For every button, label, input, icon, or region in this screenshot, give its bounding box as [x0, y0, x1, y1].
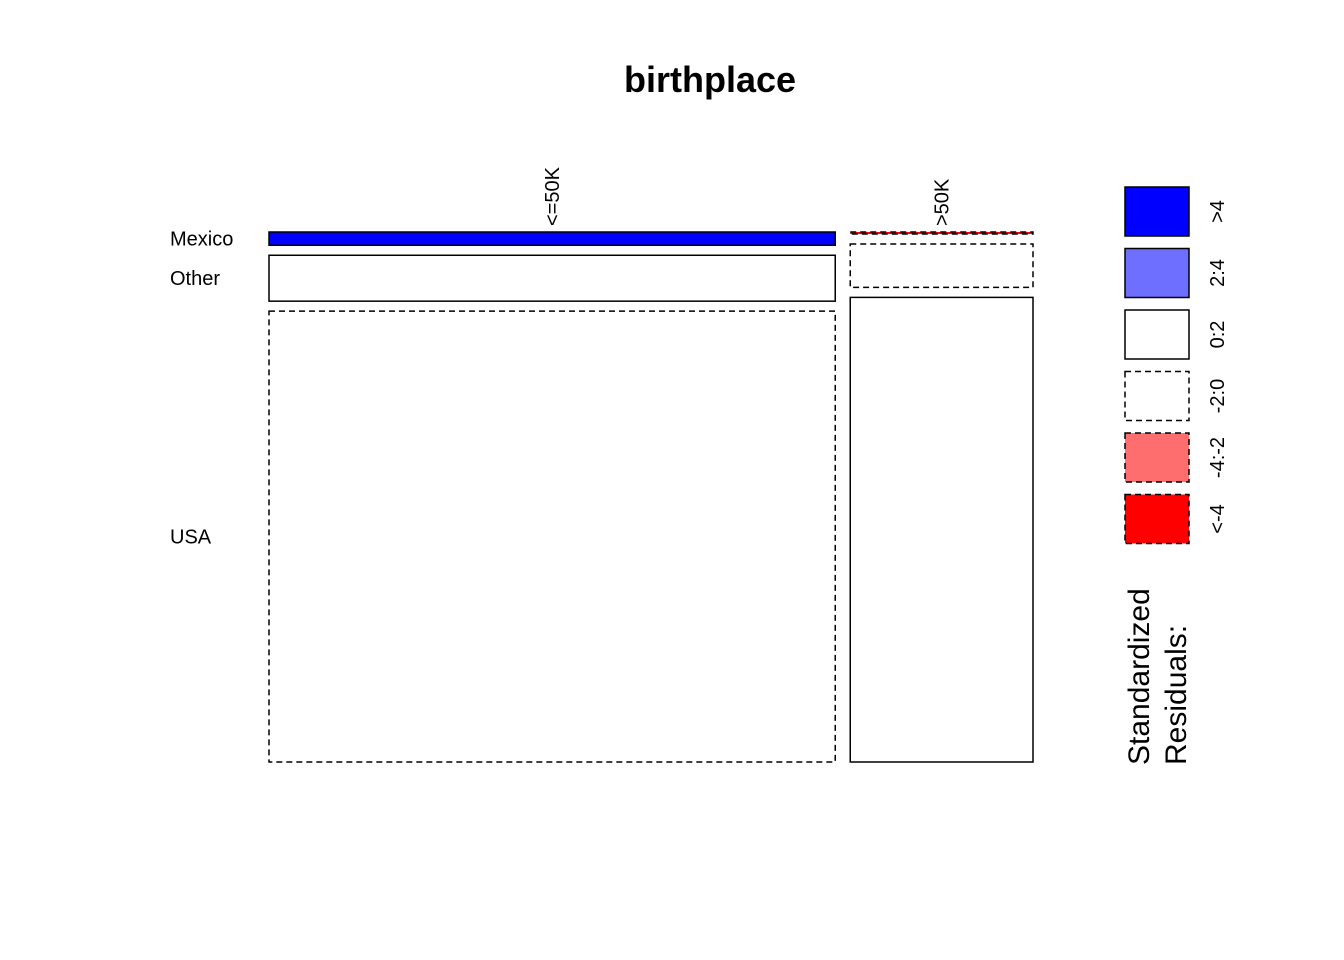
legend-key-5: [1124, 493, 1190, 545]
legend-title-line-1: Standardized: [1123, 588, 1156, 765]
legend-keys: >4 2:4 0:2 -2:0 -4:-2 <-4: [1124, 186, 1229, 545]
row-label-usa: USA: [170, 527, 212, 549]
tile-1-usa: [849, 296, 1034, 763]
legend-key-3: [1124, 370, 1190, 422]
column-label-50k: >50K: [932, 178, 954, 226]
row-labels: Mexico Other USA: [170, 229, 233, 549]
row-label-mexico: Mexico: [170, 229, 233, 251]
legend-key-2: [1124, 309, 1190, 360]
legend-title-line-2: Residuals:: [1160, 625, 1193, 765]
legend-label-3: -2:0: [1207, 379, 1229, 413]
column-labels: <=50K >50K: [542, 166, 954, 226]
legend: >4 2:4 0:2 -2:0 -4:-2 <-4 Standardized Residu…: [1123, 186, 1229, 765]
tile-0-mexico: [268, 231, 836, 247]
tile-0-usa: [268, 310, 836, 763]
legend-key-0: [1124, 186, 1190, 237]
legend-label-0: >4: [1207, 200, 1229, 223]
legend-label-1: 2:4: [1207, 259, 1229, 287]
tile-1-other: [849, 243, 1034, 289]
legend-label-4: -4:-2: [1207, 437, 1229, 478]
tile-1-mexico: [849, 231, 1034, 235]
legend-label-5: <-4: [1207, 504, 1229, 533]
legend-label-2: 0:2: [1207, 321, 1229, 349]
column-label-50k: <=50K: [542, 166, 564, 226]
mosaic-tiles: [268, 231, 1034, 763]
legend-key-1: [1124, 247, 1190, 299]
tile-0-other: [268, 254, 836, 302]
chart-title: birthplace: [624, 59, 796, 100]
row-label-other: Other: [170, 268, 220, 290]
legend-key-4: [1124, 432, 1190, 483]
